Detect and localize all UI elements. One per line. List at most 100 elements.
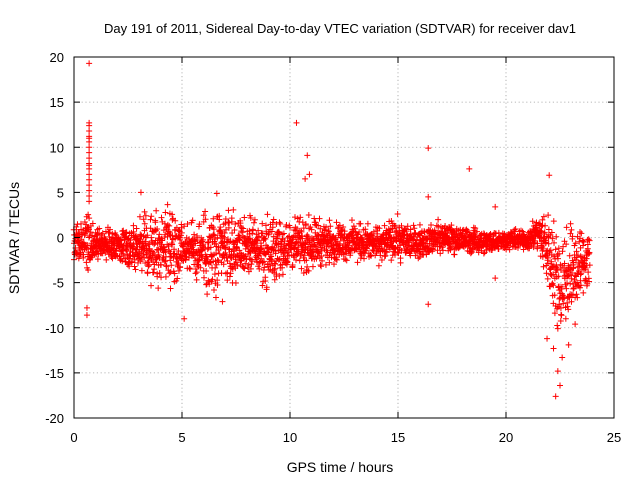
data-point [120, 252, 127, 259]
data-point [263, 284, 270, 291]
y-tick-label: 10 [50, 140, 64, 155]
data-point [88, 232, 95, 239]
data-point [560, 243, 567, 250]
data-point [558, 283, 565, 290]
data-point [226, 260, 233, 267]
data-point [216, 216, 223, 223]
data-point [568, 226, 575, 233]
data-point [467, 250, 474, 257]
data-point [140, 216, 147, 223]
data-point [269, 224, 276, 231]
data-point [205, 277, 212, 284]
data-point [477, 232, 484, 239]
data-point [585, 275, 592, 282]
data-point [480, 250, 487, 257]
data-point [403, 228, 410, 235]
data-point [297, 214, 304, 221]
outlier-point [83, 312, 90, 319]
data-point [77, 251, 84, 258]
data-point [540, 263, 547, 270]
data-point [324, 249, 331, 256]
data-point [557, 304, 564, 311]
chart-title: Day 191 of 2011, Sidereal Day-to-day VTE… [104, 21, 576, 36]
data-point [202, 216, 209, 223]
data-point [86, 182, 93, 189]
data-point [86, 144, 93, 151]
data-point [223, 253, 230, 260]
data-point [187, 245, 194, 252]
data-point [271, 244, 278, 251]
data-point [586, 262, 593, 269]
data-point [86, 198, 93, 205]
data-point [250, 219, 257, 226]
data-point [175, 267, 182, 274]
data-point [259, 282, 266, 289]
data-point [233, 259, 240, 266]
data-point [86, 155, 93, 162]
data-point [412, 252, 419, 259]
data-point [558, 312, 565, 319]
data-point [416, 221, 423, 228]
data-point [284, 249, 291, 256]
data-point [86, 128, 93, 135]
data-point [563, 224, 570, 231]
data-point [547, 232, 554, 239]
data-point [361, 255, 368, 262]
data-point [318, 263, 325, 270]
data-point [381, 222, 388, 229]
data-point [213, 261, 220, 268]
data-point [261, 258, 268, 265]
data-point [568, 275, 575, 282]
data-point [420, 239, 427, 246]
data-point [312, 219, 319, 226]
data-point [86, 171, 93, 178]
data-point [297, 227, 304, 234]
data-point [586, 249, 593, 256]
data-point [584, 245, 591, 252]
data-point [94, 256, 101, 263]
y-tick-label: 20 [50, 50, 64, 65]
data-point [319, 257, 326, 264]
data-point [171, 270, 178, 277]
data-point [193, 276, 200, 283]
data-point [224, 277, 231, 284]
data-point [299, 219, 306, 226]
x-tick-label: 20 [499, 430, 513, 445]
data-point [388, 217, 395, 224]
data-point [130, 241, 137, 248]
data-point [336, 222, 343, 229]
x-tick-label: 0 [70, 430, 77, 445]
data-point [258, 255, 265, 262]
data-point [356, 229, 363, 236]
data-point [428, 222, 435, 229]
data-point [315, 248, 322, 255]
data-point [439, 247, 446, 254]
data-point [132, 266, 139, 273]
data-point [224, 269, 231, 276]
data-point [245, 262, 252, 269]
data-point [251, 216, 258, 223]
data-point [138, 267, 145, 274]
data-point [213, 241, 220, 248]
data-point [165, 243, 172, 250]
data-point [86, 192, 93, 199]
data-point [354, 259, 361, 266]
data-point [220, 261, 227, 268]
data-point [84, 242, 91, 249]
data-point [109, 230, 116, 237]
data-point [563, 268, 570, 275]
data-point [442, 223, 449, 230]
data-point [563, 241, 570, 248]
data-point [242, 260, 249, 267]
outlier-point [306, 171, 313, 178]
data-point [544, 254, 551, 261]
outlier-point [293, 119, 300, 126]
data-point [577, 271, 584, 278]
data-point [279, 264, 286, 271]
data-point [317, 225, 324, 232]
data-point [209, 276, 216, 283]
data-point [264, 211, 271, 218]
data-point [172, 217, 179, 224]
data-point [228, 215, 235, 222]
y-tick-label: -20 [45, 411, 64, 426]
